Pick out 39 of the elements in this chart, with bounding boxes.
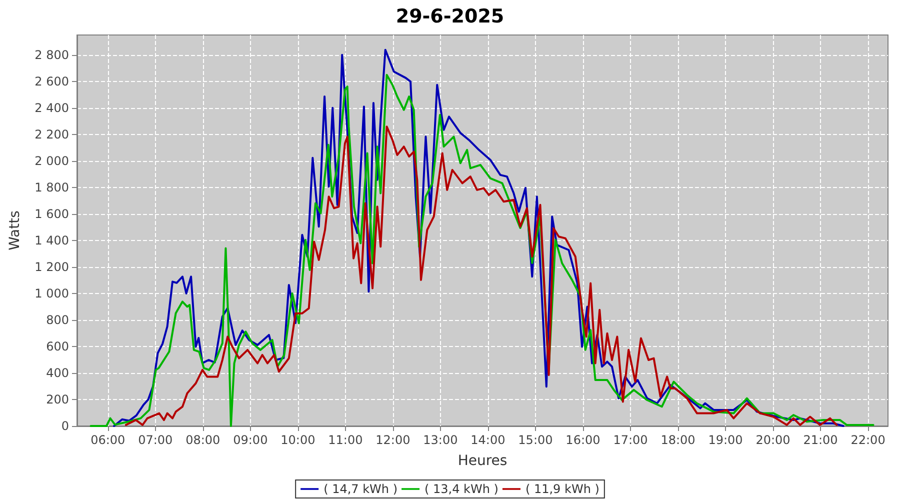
y-tick-label: 1 800 [34, 180, 69, 194]
x-tick-label: 07:00 [138, 433, 173, 447]
x-tick-label: 16:00 [566, 433, 600, 447]
y-tick-label: 1 400 [34, 233, 69, 248]
legend-label: ( 13,4 kWh ) [424, 482, 498, 496]
y-axis-title: Watts [7, 210, 23, 250]
y-tick-label: 1 600 [34, 206, 69, 221]
x-tick-label: 17:00 [613, 433, 648, 447]
x-tick-label: 22:00 [850, 433, 886, 447]
x-tick-label: 08:00 [186, 433, 220, 447]
x-tick-label: 20:00 [756, 433, 790, 447]
x-tick-label: 19:00 [708, 433, 743, 447]
x-tick-label: 11:00 [328, 433, 363, 447]
y-tick-label: 600 [46, 339, 69, 354]
y-tick-label: 2 800 [34, 48, 69, 62]
x-tick-label: 12:00 [376, 433, 410, 447]
y-tick-label: 0 [61, 419, 69, 433]
y-tick-label: 2 200 [34, 127, 69, 142]
y-tick-label: 1 200 [34, 260, 69, 274]
y-tick-label: 1 000 [34, 286, 69, 300]
x-tick-label: 10:00 [280, 433, 316, 447]
x-tick-label: 13:00 [423, 433, 458, 447]
x-tick-label: 21:00 [803, 433, 838, 447]
y-tick-label: 800 [46, 312, 69, 327]
x-tick-label: 06:00 [90, 433, 126, 447]
x-tick-label: 15:00 [518, 433, 553, 447]
x-tick-label: 14:00 [470, 433, 506, 447]
y-tick-label: 200 [46, 392, 69, 406]
y-tick-label: 2 000 [34, 154, 69, 168]
x-axis-title: Heures [458, 453, 508, 469]
line-series [124, 126, 838, 426]
x-tick-label: 09:00 [233, 433, 268, 447]
y-tick-label: 2 400 [34, 100, 69, 115]
chart-title: 29-6-2025 [396, 6, 504, 28]
y-tick-label: 2 600 [34, 74, 69, 88]
legend-label: ( 11,9 kWh ) [525, 482, 600, 496]
y-tick-label: 400 [46, 366, 69, 380]
legend-label: ( 14,7 kWh ) [324, 482, 398, 496]
x-tick-label: 18:00 [660, 433, 696, 447]
